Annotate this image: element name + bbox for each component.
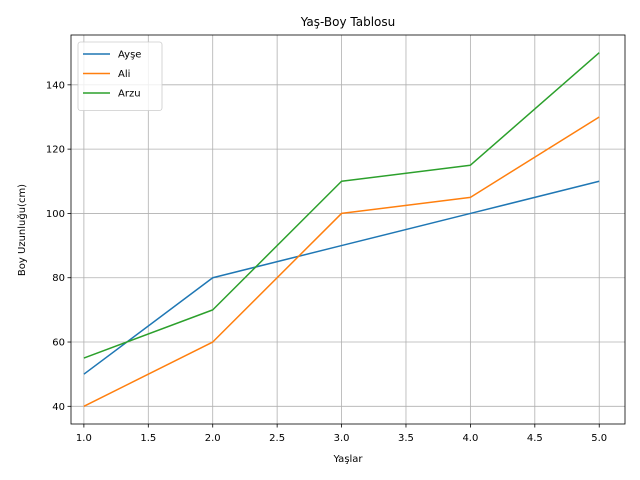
x-tick-label: 2.0 (205, 433, 221, 444)
series-line-ay-e (83, 180, 600, 375)
plot-frame (70, 34, 626, 425)
legend-label: Arzu (118, 89, 141, 100)
x-tick-label: 3.5 (398, 433, 414, 444)
x-tick-label: 3.0 (334, 433, 350, 444)
y-tick-label: 120 (46, 145, 65, 156)
x-axis-ticks: 1.0 1.5 2.0 2.5 3.0 3.5 4.0 4.5 5.0 (76, 424, 607, 444)
y-tick-label: 100 (46, 209, 65, 220)
series-lines (83, 52, 600, 407)
y-axis-ticks: 40 60 80 100 120 140 (46, 80, 71, 413)
series-line-ali (83, 116, 600, 407)
x-tick-label: 4.5 (527, 433, 543, 444)
x-axis-label: Yaşlar (332, 454, 363, 465)
legend-label: Ayşe (118, 50, 141, 61)
x-tick-label: 4.0 (462, 433, 478, 444)
legend-label: Ali (118, 69, 130, 80)
y-axis-label: Boy Uzunluğu(cm) (16, 184, 28, 276)
x-tick-label: 5.0 (591, 433, 607, 444)
series-line-arzu (83, 52, 600, 359)
y-tick-label: 40 (52, 402, 65, 413)
chart-title: Yaş-Boy Tablosu (300, 15, 396, 29)
legend: Ayşe Ali Arzu (77, 41, 163, 111)
y-tick-label: 140 (46, 80, 65, 91)
x-tick-label: 1.5 (140, 433, 156, 444)
grid (71, 35, 625, 424)
x-tick-label: 2.5 (269, 433, 285, 444)
x-tick-label: 1.0 (76, 433, 92, 444)
y-tick-label: 80 (52, 273, 65, 284)
y-tick-label: 60 (52, 338, 65, 349)
